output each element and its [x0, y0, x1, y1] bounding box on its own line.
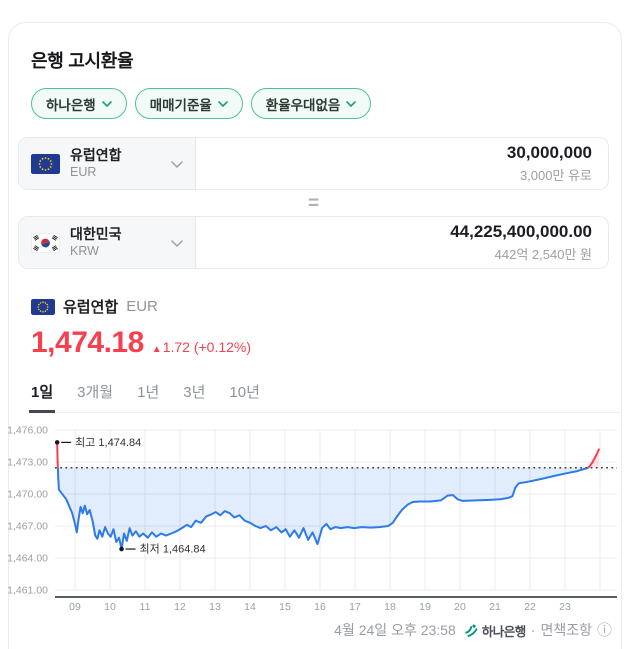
from-currency-selector[interactable]: 유럽연합 EUR [19, 138, 196, 189]
svg-text:13: 13 [209, 601, 221, 613]
eu-flag-icon [31, 153, 60, 174]
quote-currency-code: EUR [126, 298, 158, 315]
preference-label: 환율우대없음 [265, 97, 341, 113]
svg-text:21: 21 [489, 601, 501, 613]
from-currency-row: 유럽연합 EUR 30,000,000 3,000만 유로 [18, 137, 609, 190]
x-axis-labels: 09 10 11 12 13 14 15 16 17 18 19 20 21 22 23 [69, 601, 571, 613]
y-axis-labels: 1,476.00 1,473.00 1,470.00 1,467.00 1,464.00… [7, 425, 48, 597]
quote-header: 유럽연합 EUR [31, 296, 599, 317]
to-currency-code: KRW [70, 244, 99, 259]
svg-text:1,473.00: 1,473.00 [7, 457, 48, 469]
eu-flag-icon [31, 298, 55, 315]
svg-text:14: 14 [244, 601, 256, 613]
tab-10years[interactable]: 10년 [229, 384, 260, 401]
to-amount-value: 44,225,400,000.00 [450, 222, 592, 241]
bank-select-pill[interactable]: 하나은행 [31, 88, 127, 119]
to-country-name: 대한민국 [70, 226, 122, 243]
bank-name: 하나은행 [481, 624, 527, 639]
period-tabs: 1일 3개월 1년 3년 10년 [28, 381, 621, 413]
tab-1day[interactable]: 1일 [28, 381, 56, 413]
chevron-down-icon [346, 100, 357, 107]
rate-chart[interactable]: 1,476.00 1,473.00 1,470.00 1,467.00 1,464.00… [0, 413, 623, 625]
rate-chart-canvas[interactable]: 1,476.00 1,473.00 1,470.00 1,467.00 1,464.00… [0, 413, 623, 625]
disclaimer-link[interactable]: 면책조항 [540, 622, 592, 638]
svg-text:16: 16 [314, 601, 326, 613]
tab-1year[interactable]: 1년 [137, 384, 160, 401]
svg-text:최저 1,464.84: 최저 1,464.84 [140, 543, 206, 556]
svg-text:1,476.00: 1,476.00 [7, 425, 48, 437]
from-currency-code: EUR [70, 165, 97, 180]
equals-separator: = [18, 190, 609, 216]
chevron-down-icon [217, 100, 228, 107]
current-rate: 1,474.18 [31, 326, 144, 359]
to-currency-row: 대한민국 KRW 44,225,400,000.00 442억 2,540만 원 [18, 216, 609, 269]
svg-text:09: 09 [69, 601, 81, 613]
svg-text:1,470.00: 1,470.00 [7, 489, 48, 501]
svg-text:11: 11 [140, 601, 151, 613]
equals-icon: = [307, 192, 320, 214]
svg-text:15: 15 [279, 601, 291, 613]
chart-grid [55, 429, 617, 591]
preference-pill[interactable]: 환율우대없음 [250, 88, 372, 119]
high-annotation: 최고 1,474.84 [54, 436, 141, 449]
svg-text:1,464.00: 1,464.00 [7, 553, 48, 565]
low-annotation: 최저 1,464.84 [119, 543, 206, 556]
page-title: 은행 고시환율 [31, 51, 134, 71]
series-below-baseline [56, 467, 599, 550]
quote-country-name: 유럽연합 [63, 299, 119, 316]
tab-3months[interactable]: 3개월 [77, 384, 114, 401]
up-arrow-icon: ▲ [151, 344, 162, 355]
price-row: 1,474.18 ▲1.72 (+0.12%) [31, 326, 599, 360]
currency-converter: 유럽연합 EUR 30,000,000 3,000만 유로 = 대한민국 KRW [18, 137, 609, 269]
hana-bank-logo-icon [465, 624, 478, 637]
svg-text:12: 12 [174, 601, 186, 613]
tab-3years[interactable]: 3년 [183, 384, 206, 401]
svg-text:1,467.00: 1,467.00 [7, 521, 48, 533]
separator-dot: · [530, 622, 536, 638]
rate-change: ▲1.72 (+0.12%) [152, 339, 251, 355]
change-amount: 1.72 [162, 339, 190, 355]
svg-text:1,461.00: 1,461.00 [7, 585, 48, 597]
bank-select-label: 하나은행 [46, 97, 96, 113]
from-country-name: 유럽연합 [70, 147, 122, 164]
quote-timestamp: 4월 24일 오후 23:58 [334, 622, 456, 638]
chevron-down-icon [171, 155, 183, 173]
from-amount-field[interactable]: 30,000,000 3,000만 유로 [196, 138, 608, 189]
from-amount-value: 30,000,000 [506, 143, 592, 162]
svg-text:22: 22 [524, 601, 536, 613]
kr-flag-icon [31, 232, 60, 253]
info-icon[interactable]: ⓘ [596, 621, 612, 639]
svg-text:19: 19 [419, 601, 431, 613]
chart-footer: 4월 24일 오후 23:58 하나은행 · 면책조항 ⓘ [334, 620, 612, 640]
chevron-down-icon [171, 234, 183, 252]
to-currency-selector[interactable]: 대한민국 KRW [19, 217, 196, 268]
filter-pill-row: 하나은행 매매기준율 환율우대없음 [31, 88, 599, 119]
rate-type-label: 매매기준율 [149, 97, 212, 113]
svg-text:10: 10 [104, 601, 116, 613]
change-percent: (+0.12%) [193, 339, 252, 355]
svg-text:최고 1,474.84: 최고 1,474.84 [75, 436, 141, 449]
rate-type-pill[interactable]: 매매기준율 [134, 88, 243, 119]
to-amount-field[interactable]: 44,225,400,000.00 442억 2,540만 원 [196, 217, 608, 268]
svg-text:20: 20 [454, 601, 466, 613]
svg-text:17: 17 [349, 601, 361, 613]
to-amount-korean: 442억 2,540만 원 [494, 247, 592, 262]
bank-brand: 하나은행 [464, 621, 526, 640]
from-amount-korean: 3,000만 유로 [519, 168, 592, 183]
svg-text:23: 23 [559, 601, 571, 613]
svg-text:18: 18 [384, 601, 396, 613]
chevron-down-icon [101, 100, 112, 107]
